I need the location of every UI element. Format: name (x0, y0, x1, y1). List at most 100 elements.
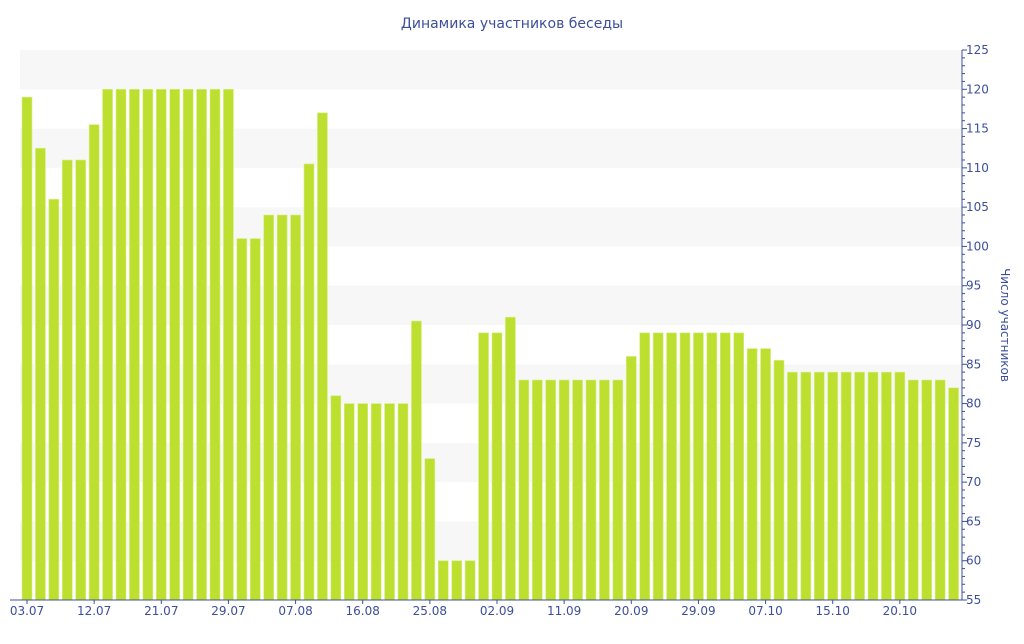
x-tick-label: 29.09 (681, 604, 715, 618)
bar (21, 96, 33, 601)
bar (330, 395, 342, 601)
y-tick-label: 105 (966, 200, 989, 214)
bar (209, 88, 221, 601)
bar (182, 88, 194, 601)
x-tick-label: 07.08 (278, 604, 312, 618)
y-tick-label: 115 (966, 122, 989, 136)
bar (505, 316, 516, 601)
y-tick-label: 75 (966, 436, 981, 450)
bar (599, 379, 610, 601)
bar (585, 379, 597, 601)
y-axis-title: Число участников (998, 268, 1012, 382)
bar (787, 371, 798, 601)
bar (88, 124, 100, 601)
bar (854, 371, 865, 601)
bar (236, 238, 248, 601)
bar (249, 238, 261, 601)
bar (773, 360, 785, 601)
y-axis: 55 60 65 70 75 80 85 90 95 100 105 110 115 120 125 (961, 43, 989, 607)
bar (61, 159, 73, 601)
bar (545, 379, 557, 601)
x-tick-label: 25.08 (413, 604, 447, 618)
x-tick-label: 11.09 (547, 604, 581, 618)
bar (102, 88, 113, 601)
bar (48, 198, 60, 601)
bar (558, 379, 570, 601)
bar (760, 348, 771, 601)
bar (612, 379, 624, 601)
bar (464, 560, 476, 601)
y-tick-label: 95 (966, 279, 981, 293)
bar (263, 214, 275, 601)
y-tick-label: 80 (966, 397, 981, 411)
bar (276, 214, 288, 601)
bar (934, 379, 946, 601)
bar (572, 379, 583, 601)
x-tick-label: 29.07 (211, 604, 245, 618)
bar (115, 88, 127, 601)
bar (343, 403, 355, 601)
bar (357, 403, 369, 601)
y-tick-label: 55 (966, 593, 981, 607)
x-tick-label: 20.10 (883, 604, 917, 618)
y-tick-label: 90 (966, 318, 981, 332)
x-tick-label: 03.07 (10, 604, 44, 618)
bar (840, 371, 852, 601)
bar (827, 371, 839, 601)
y-tick-label: 65 (966, 514, 981, 528)
y-tick-label: 70 (966, 475, 981, 489)
bars (21, 88, 959, 601)
bar (813, 371, 825, 601)
bar (639, 332, 651, 601)
bar (75, 159, 87, 601)
bar (666, 332, 677, 601)
bar (35, 147, 46, 601)
bar (491, 332, 503, 601)
y-tick-label: 120 (966, 82, 989, 96)
bar (478, 332, 489, 601)
x-tick-label: 20.09 (614, 604, 648, 618)
x-axis: 03.07 12.07 21.07 29.07 07.08 16.08 25.08 02.09… (10, 599, 962, 618)
y-tick-label: 60 (966, 554, 981, 568)
bar (881, 371, 892, 601)
y-tick-label: 110 (966, 161, 989, 175)
bar (733, 332, 745, 601)
bar (169, 88, 181, 601)
bar (370, 403, 382, 601)
x-tick-label: 21.07 (144, 604, 178, 618)
y-tick-label: 85 (966, 357, 981, 371)
bar (437, 560, 449, 601)
grid-band (20, 50, 962, 90)
y-tick-label: 125 (966, 43, 989, 57)
bar (679, 332, 691, 601)
x-tick-label: 15.10 (816, 604, 850, 618)
bar (451, 560, 463, 601)
bar (384, 403, 395, 601)
bar (397, 403, 409, 601)
bar (223, 88, 234, 601)
x-tick-label: 16.08 (346, 604, 380, 618)
bar (625, 356, 637, 601)
bar (800, 371, 812, 601)
bar (531, 379, 543, 601)
bar (921, 379, 933, 601)
bar (706, 332, 718, 601)
bar (155, 88, 167, 601)
y-tick-label: 100 (966, 239, 989, 253)
bar (142, 88, 154, 601)
bar (652, 332, 664, 601)
bar (693, 332, 704, 601)
bar (196, 88, 207, 601)
bar (948, 387, 959, 601)
bar (129, 88, 140, 601)
bar (303, 163, 315, 601)
bar (746, 348, 758, 601)
x-tick-label: 07.10 (748, 604, 782, 618)
bar (894, 371, 906, 601)
chart-title: Динамика участников беседы (401, 16, 623, 32)
bar (518, 379, 530, 601)
bar (907, 379, 919, 601)
bar (719, 332, 731, 601)
x-tick-label: 02.09 (480, 604, 514, 618)
bar (424, 458, 436, 601)
